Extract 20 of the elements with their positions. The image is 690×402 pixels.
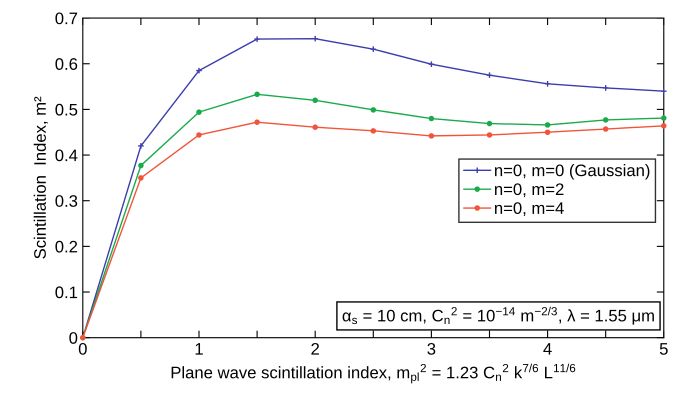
y-tick-label: 0.3 bbox=[55, 195, 78, 207]
y-tick-label: 0.2 bbox=[55, 240, 78, 253]
y-tick-label: 0.1 bbox=[55, 286, 78, 298]
y-tick-label: 0.6 bbox=[55, 58, 78, 70]
y-tick-label: 0.5 bbox=[55, 104, 78, 116]
x-tick-label: 2 bbox=[311, 342, 319, 355]
legend-label: n=0, m=4 bbox=[495, 202, 564, 216]
legend-label: n=0, m=2 bbox=[495, 183, 564, 198]
text: Plane wave scintillation index, m$_{pl}$$^{2}$ = 1.23 C$_{n}$$^{2}$ k$^{7/6}$ L$^{11/6}$ bbox=[172, 364, 576, 384]
text: α$_{s}$ = 10 cm, C$_{n}$$^{2}$ = 10$^{−14}$ m$^{−2/3}$, λ = 1.55 μm bbox=[342, 306, 654, 325]
x-tick-label: 5 bbox=[660, 343, 668, 355]
y-tick-label: 0.7 bbox=[55, 12, 78, 24]
x-tick-label: 1 bbox=[196, 343, 203, 355]
x-tick-label: 0 bbox=[78, 342, 87, 355]
y-tick-label: 0.4 bbox=[55, 149, 78, 162]
x-tick-label: 4 bbox=[543, 343, 552, 355]
x-tick-label: 3 bbox=[427, 342, 436, 355]
legend-label: n=0, m=0 (Gaussian) bbox=[495, 164, 650, 180]
y-tick-label: 0 bbox=[69, 332, 78, 344]
y-axis-title: Scintillation Index, m² bbox=[34, 96, 48, 259]
